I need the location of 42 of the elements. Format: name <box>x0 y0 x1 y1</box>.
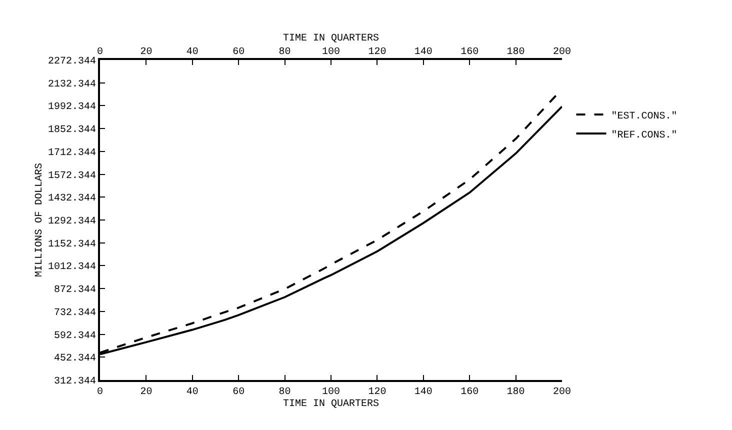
x-tick-label: 100 <box>322 47 340 58</box>
x-tick-label: 200 <box>552 47 572 58</box>
x-tick-label: 60 <box>232 47 245 58</box>
y-tick-label: 1852.344 <box>48 125 96 136</box>
y-tick-label: 872.344 <box>54 285 96 296</box>
x2-tick-label: 100 <box>322 387 340 398</box>
x2-tick-label: 80 <box>278 387 291 398</box>
y-tick-label: 1712.344 <box>48 148 96 159</box>
x-tick-label: 0 <box>96 47 104 58</box>
x-tick-label: 180 <box>506 47 525 58</box>
x-axis-title: TIME IN QUARTERS <box>282 399 380 410</box>
x-tick-label: 40 <box>186 47 198 58</box>
y-tick-label: 732.344 <box>54 308 96 319</box>
y-tick-label: 1992.344 <box>48 102 96 114</box>
x2-tick-label: 200 <box>552 387 572 398</box>
y-tick-label: 1292.344 <box>48 216 96 228</box>
y-tick-label: 1432.344 <box>48 194 96 205</box>
x-tick-label: 140 <box>414 47 432 58</box>
x2-tick-label: 60 <box>232 387 245 398</box>
legend-label: "REF.CONS." <box>611 129 678 142</box>
x2-tick-label: 160 <box>460 387 479 398</box>
x2-tick-label: 0 <box>96 387 104 398</box>
x-tick-label: 160 <box>460 47 479 58</box>
x-tick-label: 80 <box>278 47 291 58</box>
y-tick-label: 1152.344 <box>48 239 96 250</box>
y-tick-label: 312.344 <box>54 376 96 388</box>
x2-tick-label: 140 <box>414 387 432 398</box>
x2-tick-label: 40 <box>186 387 198 398</box>
x-tick-label: 120 <box>368 47 386 58</box>
x-tick-label: 20 <box>140 47 152 58</box>
y-axis-title: MILLIONS OF DOLLARS <box>34 162 46 278</box>
y-tick-label: 1572.344 <box>48 170 96 182</box>
x2-axis-title: TIME IN QUARTERS <box>282 34 380 44</box>
x2-tick-label: 120 <box>368 387 386 398</box>
x2-tick-label: 180 <box>506 387 525 398</box>
legend-label: "EST.CONS." <box>611 110 678 122</box>
y-tick-label: 2272.344 <box>48 56 96 68</box>
y-tick-label: 1012.344 <box>48 262 96 274</box>
y-tick-label: 2132.344 <box>48 79 96 90</box>
x2-tick-label: 20 <box>140 387 152 398</box>
y-tick-label: 592.344 <box>54 330 96 342</box>
y-tick-label: 452.344 <box>54 354 96 365</box>
